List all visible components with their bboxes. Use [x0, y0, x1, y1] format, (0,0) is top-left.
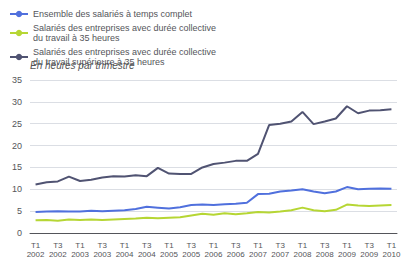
- svg-text:T1: T1: [164, 241, 174, 250]
- svg-text:2008: 2008: [294, 250, 312, 259]
- svg-text:T1: T1: [387, 241, 397, 250]
- svg-text:0: 0: [17, 228, 22, 238]
- svg-text:T1: T1: [120, 241, 130, 250]
- svg-text:T3: T3: [142, 241, 152, 250]
- svg-text:2004: 2004: [138, 250, 156, 259]
- svg-text:20: 20: [12, 141, 22, 151]
- svg-text:T3: T3: [320, 241, 330, 250]
- svg-text:Ensemble des salariés à temps: Ensemble des salariés à temps complet: [33, 9, 193, 19]
- svg-text:2002: 2002: [27, 250, 45, 259]
- svg-text:T1: T1: [298, 241, 308, 250]
- svg-text:2005: 2005: [182, 250, 200, 259]
- svg-text:2007: 2007: [271, 250, 289, 259]
- svg-text:2006: 2006: [227, 250, 245, 259]
- svg-text:2007: 2007: [249, 250, 267, 259]
- svg-text:5: 5: [17, 206, 22, 216]
- svg-text:T1: T1: [31, 241, 41, 250]
- svg-text:T3: T3: [231, 241, 241, 250]
- svg-text:Salariés des entreprises avec: Salariés des entreprises avec durée coll…: [33, 47, 216, 57]
- svg-text:du travail à 35 heures: du travail à 35 heures: [33, 33, 120, 43]
- svg-text:T3: T3: [365, 241, 375, 250]
- svg-text:10: 10: [12, 184, 22, 194]
- svg-text:2009: 2009: [338, 250, 356, 259]
- svg-text:T1: T1: [342, 241, 352, 250]
- svg-text:2008: 2008: [316, 250, 334, 259]
- svg-text:2003: 2003: [93, 250, 111, 259]
- svg-text:2004: 2004: [116, 250, 134, 259]
- svg-text:T1: T1: [253, 241, 263, 250]
- svg-text:T1: T1: [209, 241, 219, 250]
- svg-text:2005: 2005: [160, 250, 178, 259]
- svg-text:du travail supérieure à 35 heu: du travail supérieure à 35 heures: [33, 57, 165, 67]
- svg-text:2009: 2009: [360, 250, 378, 259]
- svg-text:30: 30: [12, 97, 22, 107]
- svg-text:T1: T1: [75, 241, 85, 250]
- svg-text:T3: T3: [98, 241, 108, 250]
- svg-text:2002: 2002: [49, 250, 67, 259]
- svg-text:T3: T3: [53, 241, 63, 250]
- svg-text:2003: 2003: [71, 250, 89, 259]
- svg-text:Salariés des entreprises avec: Salariés des entreprises avec durée coll…: [33, 23, 216, 33]
- svg-text:35: 35: [12, 75, 22, 85]
- svg-text:2010: 2010: [383, 250, 401, 259]
- svg-text:15: 15: [12, 162, 22, 172]
- svg-text:T3: T3: [276, 241, 286, 250]
- svg-text:T3: T3: [187, 241, 197, 250]
- svg-text:2006: 2006: [205, 250, 223, 259]
- svg-text:25: 25: [12, 119, 22, 129]
